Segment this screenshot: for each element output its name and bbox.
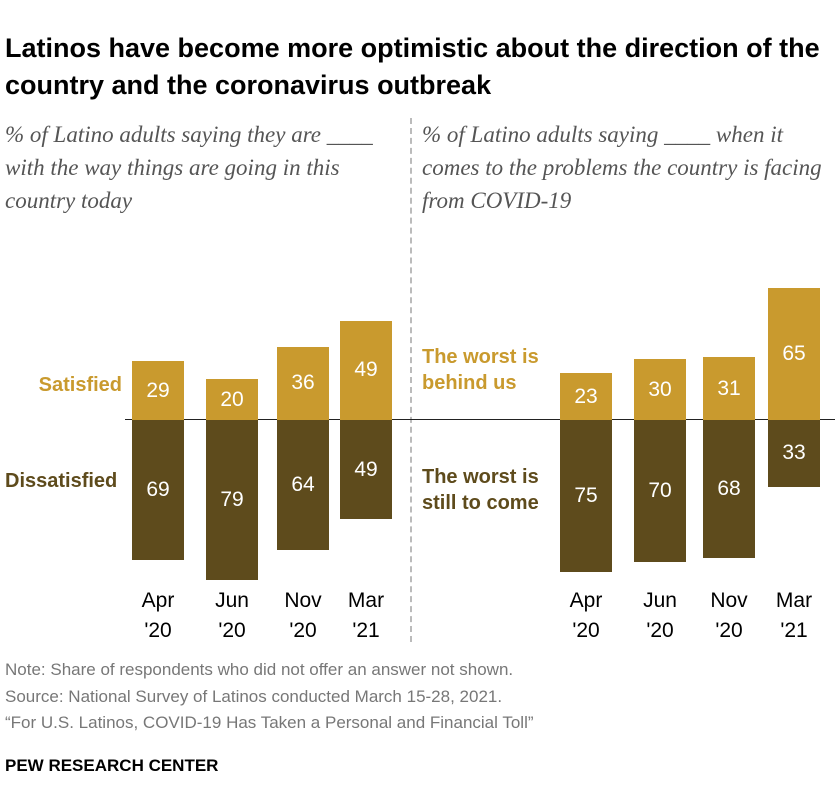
bar xyxy=(277,420,329,550)
divider xyxy=(410,118,412,642)
value-label: 20 xyxy=(220,387,244,411)
org: PEW RESEARCH CENTER xyxy=(5,756,219,775)
value-label: 64 xyxy=(291,472,315,496)
x-tick-label: Apr '20 xyxy=(141,589,175,642)
subtitle: % of Latino adults saying they are ____ … xyxy=(5,122,373,213)
bar xyxy=(132,361,184,420)
bar xyxy=(768,420,820,487)
bar xyxy=(703,357,755,420)
subtitle: % of Latino adults saying ____ when it c… xyxy=(422,122,822,213)
x-tick-label: Nov '20 xyxy=(710,589,748,642)
bar xyxy=(340,320,392,420)
bar xyxy=(340,420,392,520)
x-tick-label: Jun '20 xyxy=(215,589,249,642)
value-label: 75 xyxy=(574,484,598,508)
bar xyxy=(206,379,258,420)
x-tick-label: Jun '20 xyxy=(643,589,677,642)
value-label: 33 xyxy=(782,441,806,465)
bar xyxy=(703,420,755,559)
bar xyxy=(634,420,686,563)
note: Note: Share of respondents who did not o… xyxy=(5,660,514,679)
report: “For U.S. Latinos, COVID-19 Has Taken a … xyxy=(5,713,534,732)
bar xyxy=(560,420,612,573)
bar xyxy=(206,420,258,581)
bar xyxy=(277,346,329,420)
x-tick-label: Nov '20 xyxy=(284,589,322,642)
bar xyxy=(768,288,820,420)
value-label: 65 xyxy=(782,342,806,366)
series-label: Satisfied xyxy=(38,374,122,396)
source: Source: National Survey of Latinos condu… xyxy=(5,687,503,706)
value-label: 49 xyxy=(354,358,378,382)
series-label: Dissatisfied xyxy=(5,470,118,492)
x-tick-label: Apr '20 xyxy=(569,589,603,642)
value-label: 30 xyxy=(648,377,672,401)
value-label: 49 xyxy=(354,457,378,481)
value-label: 70 xyxy=(648,479,672,503)
value-label: 69 xyxy=(146,478,170,502)
series-label: The worst is behind us xyxy=(422,346,539,394)
value-label: 31 xyxy=(717,376,741,400)
bar xyxy=(132,420,184,561)
value-label: 29 xyxy=(146,378,170,402)
series-label: The worst is still to come xyxy=(422,466,539,514)
bar xyxy=(560,373,612,420)
baseline xyxy=(125,419,835,420)
value-label: 23 xyxy=(574,384,598,408)
x-tick-label: Mar '21 xyxy=(347,589,385,642)
value-label: 68 xyxy=(717,477,741,501)
value-label: 36 xyxy=(291,371,315,395)
value-label: 79 xyxy=(220,488,244,512)
chart-title: Latinos have become more optimistic abou… xyxy=(5,33,820,100)
x-tick-label: Mar '21 xyxy=(775,589,813,642)
bar xyxy=(634,359,686,420)
